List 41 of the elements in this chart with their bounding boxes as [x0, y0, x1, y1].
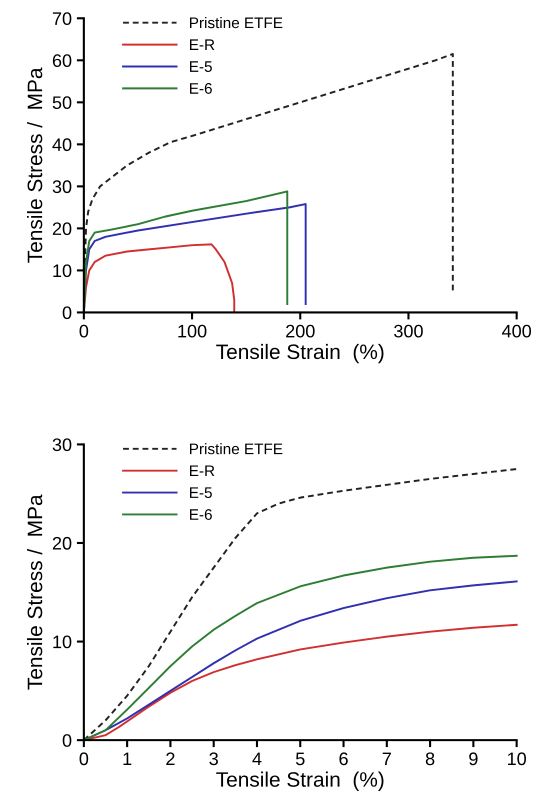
x-tick-label: 6 [339, 752, 348, 766]
x-tick-label: 300 [394, 324, 423, 338]
x-tick-label: 0 [80, 324, 88, 338]
x-tick-label: 200 [286, 324, 315, 338]
x-tick-label: 10 [508, 752, 526, 766]
x-tick-label: 0 [80, 752, 88, 766]
x-tick-label: 1 [123, 752, 132, 766]
legend-label: E-6 [190, 83, 212, 94]
y-tick-label: 20 [52, 222, 72, 236]
x-tick-label: 2 [166, 752, 175, 766]
x-tick-label: 3 [209, 752, 218, 766]
x-tick-label: 9 [469, 752, 478, 766]
legend-label: E-R [190, 466, 214, 476]
legend-label: E-R [190, 39, 214, 50]
legend-label: Pristine ETFE [190, 16, 282, 28]
y-tick-label: 20 [52, 536, 72, 550]
x-tick-label: 400 [502, 324, 532, 338]
legend-label: E-5 [190, 61, 212, 72]
x-tick-label: 4 [252, 752, 262, 766]
x-tick-label: 5 [296, 752, 305, 766]
y-tick-label: 10 [53, 636, 72, 648]
x-tick-label: 100 [178, 324, 206, 338]
y-axis-title: Tensile Stress / MPa [26, 494, 42, 690]
y-tick-label: 40 [52, 138, 72, 152]
x-tick-label: 7 [382, 752, 391, 766]
y-tick-label: 70 [52, 12, 72, 26]
y-tick-label: 50 [52, 96, 72, 110]
x-tick-label: 8 [426, 752, 434, 766]
y-tick-label: 0 [62, 306, 72, 320]
y-tick-label: 30 [52, 180, 72, 194]
line-series [82, 243, 236, 314]
y-axis-title: Tensile Stress / MPa [26, 68, 42, 263]
y-tick-label: 0 [62, 734, 72, 747]
x-axis-title: Tensile Strain (%) [216, 344, 384, 364]
legend-label: Pristine ETFE [190, 443, 282, 454]
y-tick-label: 30 [52, 438, 72, 452]
y-tick-label: 10 [53, 264, 72, 278]
legend-label: E-6 [190, 509, 212, 520]
x-axis-title: Tensile Strain (%) [216, 772, 384, 791]
y-tick-label: 60 [52, 54, 72, 68]
legend-label: E-5 [190, 487, 212, 498]
